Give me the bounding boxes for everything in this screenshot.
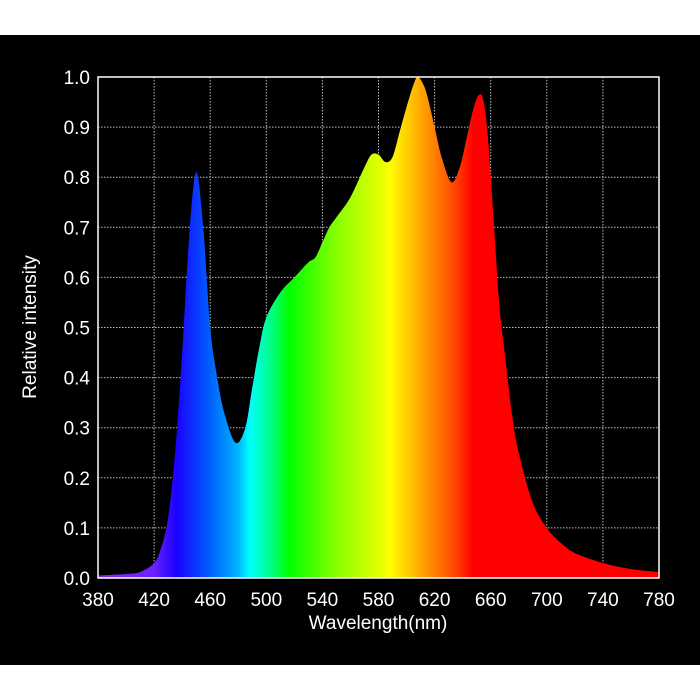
x-tick-label: 540 (307, 590, 339, 611)
y-tick-label: 0.2 (64, 469, 90, 490)
x-tick-label: 380 (82, 590, 114, 611)
y-tick-label: 0.1 (64, 519, 90, 540)
y-tick-label: 1.0 (64, 68, 90, 89)
x-tick-label: 580 (363, 590, 395, 611)
y-tick-label: 0.3 (64, 419, 90, 440)
x-tick-label: 780 (643, 590, 675, 611)
x-tick-label: 740 (587, 590, 619, 611)
y-tick-label: 0.9 (64, 118, 90, 139)
x-tick-label: 700 (531, 590, 563, 611)
plot-frame (97, 76, 660, 579)
x-tick-label: 460 (194, 590, 226, 611)
y-tick-label: 0.5 (64, 319, 90, 340)
x-tick-label: 500 (250, 590, 282, 611)
y-tick-label: 0.4 (64, 369, 91, 390)
y-tick-label: 0.0 (64, 569, 90, 590)
y-tick-label: 0.7 (64, 218, 90, 239)
spectrum-area (98, 77, 659, 578)
y-tick-label: 0.6 (64, 268, 90, 289)
y-axis-label: Relative intensity (20, 255, 41, 399)
x-tick-label: 620 (419, 590, 451, 611)
y-tick-label: 0.8 (64, 168, 90, 189)
x-axis-label: Wavelength(nm) (309, 613, 448, 634)
x-tick-label: 660 (475, 590, 507, 611)
x-tick-label: 420 (138, 590, 170, 611)
